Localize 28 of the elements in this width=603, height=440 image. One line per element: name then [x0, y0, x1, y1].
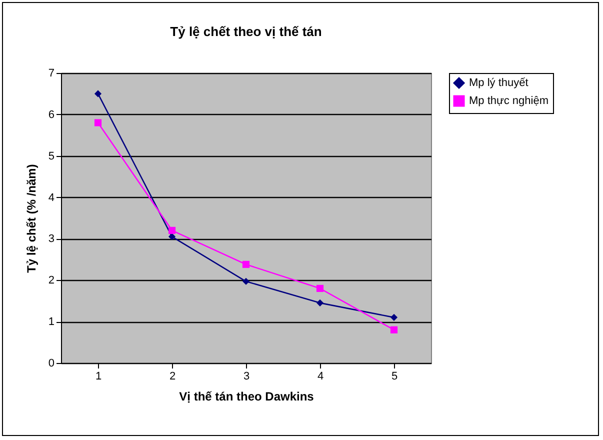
y-tick-label: 2	[48, 274, 54, 287]
point	[316, 299, 324, 306]
point	[242, 278, 250, 285]
y-tick-label: 5	[48, 150, 54, 162]
x-tick-label: 1	[95, 370, 102, 382]
chart-title: Tỷ lệ chết theo vị thế tán	[170, 24, 322, 39]
y-tick-label: 0	[48, 358, 54, 370]
x-axis-title: Vị thế tán theo Dawkins	[179, 390, 314, 404]
point	[390, 326, 398, 334]
x-tick-label: 4	[317, 370, 324, 382]
point	[316, 284, 324, 292]
y-tick-label: 6	[48, 108, 54, 121]
point	[168, 233, 176, 240]
y-tick-label: 7	[48, 68, 54, 80]
point	[242, 260, 250, 268]
x-tick-label: 3	[243, 370, 250, 382]
y-tick-label: 4	[48, 192, 54, 204]
point	[390, 314, 398, 321]
legend-label: Mp thực nghiệm	[469, 95, 549, 107]
y-tick-label: 1	[48, 316, 54, 328]
point	[94, 119, 102, 126]
legend-label: Mp lý thuyết	[469, 77, 528, 89]
y-tick-label: 3	[48, 233, 54, 246]
y-axis-title: Tỷ lệ chết (% /năm)	[24, 164, 38, 273]
x-tick-label: 2	[169, 370, 176, 382]
x-tick-label: 5	[391, 370, 398, 382]
point	[94, 90, 102, 98]
point	[168, 226, 176, 234]
